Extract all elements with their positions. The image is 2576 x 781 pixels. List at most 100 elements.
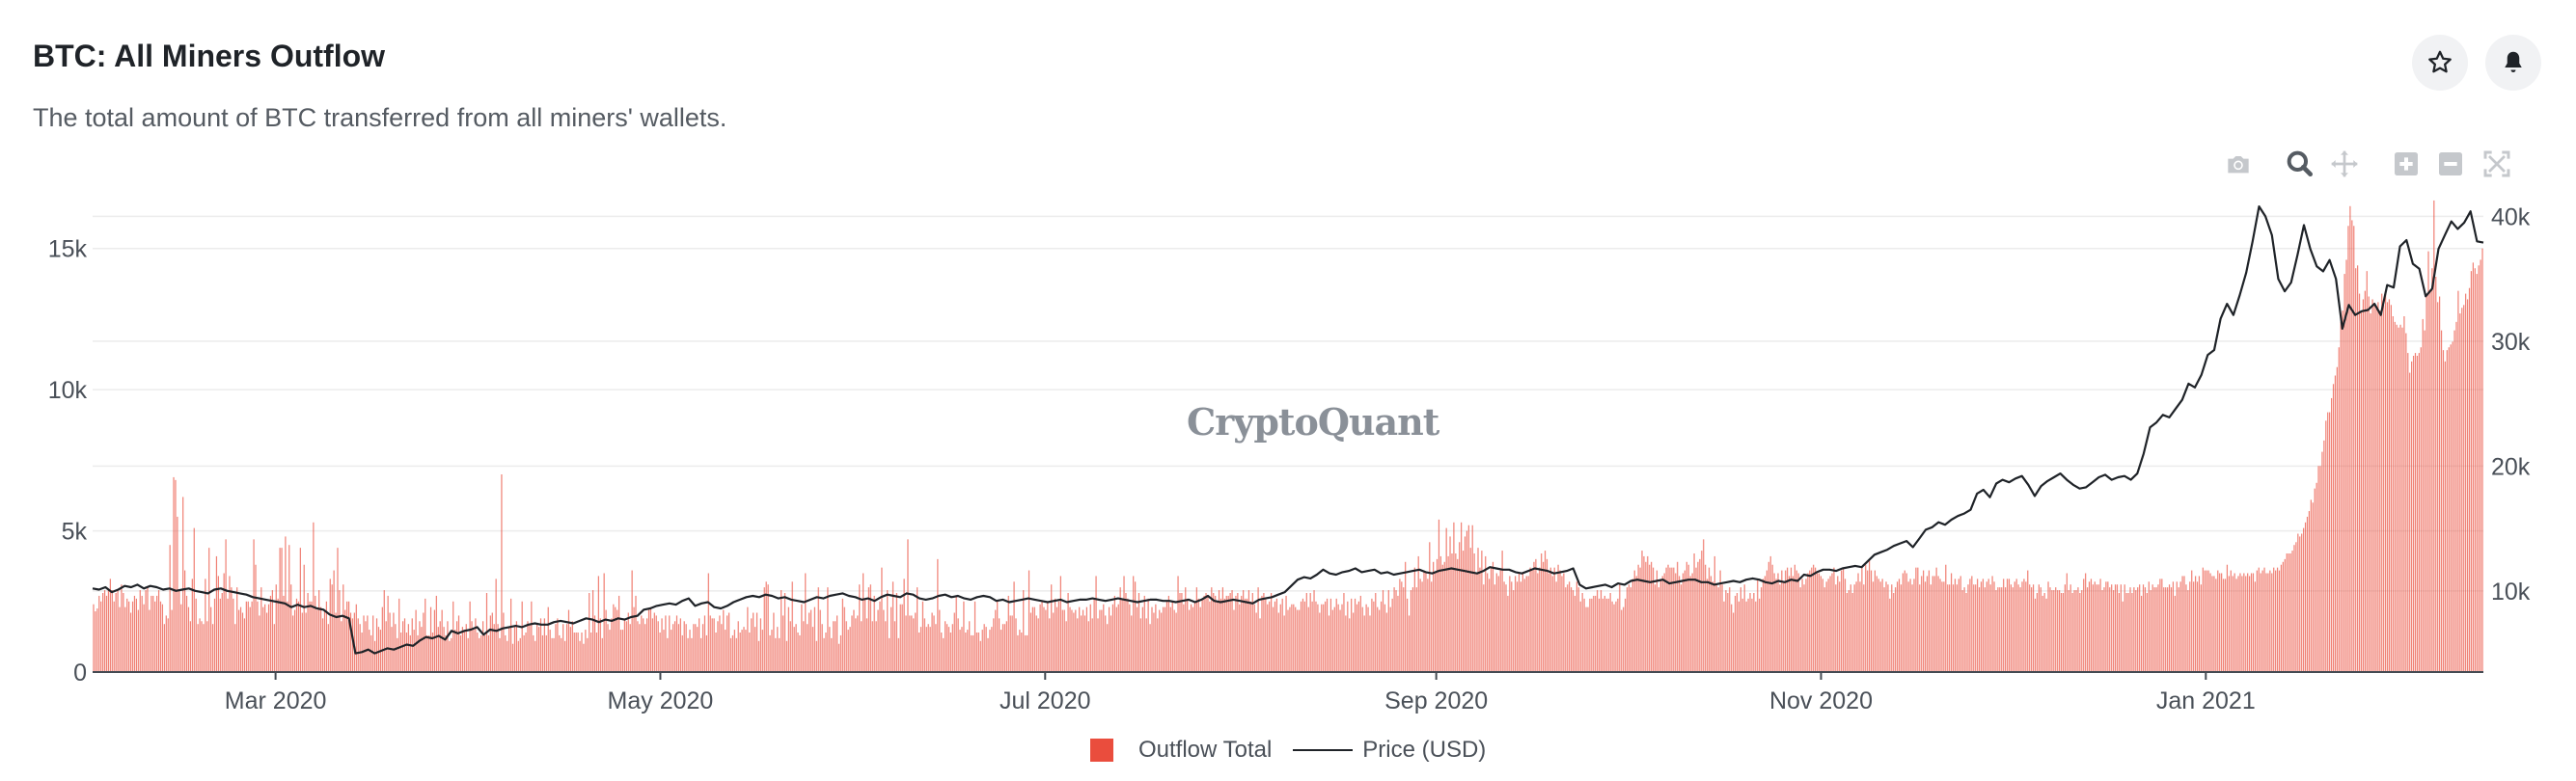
outflow-bar[interactable] — [965, 633, 967, 672]
outflow-bar[interactable] — [477, 633, 479, 672]
outflow-bar[interactable] — [1689, 576, 1691, 672]
outflow-bar[interactable] — [825, 633, 827, 672]
outflow-bar[interactable] — [1241, 595, 1243, 672]
outflow-bar[interactable] — [393, 612, 395, 673]
outflow-bar[interactable] — [785, 640, 788, 672]
outflow-bar[interactable] — [2140, 595, 2143, 672]
outflow-bar[interactable] — [1389, 606, 1391, 672]
outflow-bar[interactable] — [833, 621, 835, 672]
outflow-bar[interactable] — [2105, 581, 2107, 672]
outflow-bar[interactable] — [2347, 226, 2349, 673]
outflow-bar[interactable] — [2437, 302, 2439, 672]
outflow-bar[interactable] — [1869, 558, 1871, 672]
outflow-bar[interactable] — [1997, 587, 1999, 672]
outflow-bar[interactable] — [2043, 593, 2045, 672]
outflow-bar[interactable] — [1768, 561, 1769, 672]
outflow-bar[interactable] — [2019, 587, 2021, 672]
outflow-bar[interactable] — [210, 606, 212, 672]
outflow-bar[interactable] — [609, 630, 611, 672]
outflow-bar[interactable] — [2327, 412, 2329, 672]
outflow-bar[interactable] — [1928, 570, 1931, 672]
outflow-bar[interactable] — [1019, 630, 1021, 672]
outflow-bar[interactable] — [993, 618, 995, 672]
outflow-bar[interactable] — [1665, 567, 1667, 672]
outflow-bar[interactable] — [167, 618, 169, 672]
outflow-bar[interactable] — [441, 609, 443, 672]
outflow-bar[interactable] — [2219, 573, 2221, 673]
outflow-bar[interactable] — [1621, 609, 1623, 672]
outflow-bar[interactable] — [1628, 584, 1631, 672]
outflow-bar[interactable] — [773, 612, 775, 673]
outflow-bar[interactable] — [1673, 567, 1675, 672]
outflow-bar[interactable] — [2172, 581, 2175, 672]
outflow-bar[interactable] — [1775, 579, 1777, 672]
outflow-bar[interactable] — [1703, 539, 1705, 672]
outflow-bar[interactable] — [2151, 584, 2153, 672]
outflow-bar[interactable] — [2314, 488, 2316, 672]
outflow-bar[interactable] — [747, 606, 749, 672]
outflow-bar[interactable] — [318, 590, 320, 672]
outflow-bar[interactable] — [533, 634, 534, 672]
outflow-bar[interactable] — [1059, 576, 1061, 672]
outflow-bar[interactable] — [1071, 609, 1073, 672]
outflow-bar[interactable] — [1891, 584, 1893, 672]
outflow-bar[interactable] — [1652, 567, 1655, 672]
outflow-bar[interactable] — [347, 601, 350, 672]
outflow-bar[interactable] — [2366, 271, 2368, 672]
outflow-bar[interactable] — [1736, 593, 1739, 672]
outflow-bar[interactable] — [1403, 587, 1405, 672]
outflow-bar[interactable] — [2228, 576, 2230, 672]
outflow-bar[interactable] — [1801, 579, 1803, 672]
outflow-bar[interactable] — [607, 624, 609, 672]
outflow-bar[interactable] — [1067, 593, 1069, 672]
outflow-bar[interactable] — [445, 634, 447, 672]
outflow-bar[interactable] — [1157, 618, 1159, 672]
outflow-bar[interactable] — [623, 618, 626, 672]
outflow-bar[interactable] — [287, 601, 288, 672]
outflow-bar[interactable] — [717, 621, 719, 672]
outflow-bar[interactable] — [1153, 612, 1155, 673]
outflow-bar[interactable] — [405, 633, 408, 672]
outflow-bar[interactable] — [1669, 567, 1671, 672]
outflow-bar[interactable] — [808, 612, 810, 673]
outflow-bar[interactable] — [2040, 587, 2042, 672]
outflow-bar[interactable] — [2176, 581, 2178, 672]
outflow-bar[interactable] — [1325, 601, 1327, 672]
zoom-out-icon[interactable] — [2433, 147, 2468, 181]
outflow-bar[interactable] — [1559, 570, 1561, 672]
outflow-bar[interactable] — [1973, 584, 1975, 672]
outflow-bar[interactable] — [1009, 615, 1011, 672]
outflow-bar[interactable] — [1715, 584, 1717, 672]
outflow-bar[interactable] — [1013, 581, 1015, 672]
outflow-bar[interactable] — [1462, 551, 1465, 672]
outflow-bar[interactable] — [331, 584, 333, 672]
outflow-bar[interactable] — [1217, 601, 1219, 672]
outflow-bar[interactable] — [1185, 587, 1187, 672]
outflow-bar[interactable] — [923, 618, 925, 672]
outflow-bar[interactable] — [387, 595, 389, 672]
outflow-bar[interactable] — [1049, 618, 1051, 672]
outflow-bar[interactable] — [1313, 590, 1315, 672]
outflow-bar[interactable] — [236, 587, 238, 672]
outflow-bar[interactable] — [309, 601, 311, 672]
outflow-bar[interactable] — [685, 624, 687, 672]
outflow-bar[interactable] — [1799, 587, 1801, 672]
outflow-bar[interactable] — [2207, 570, 2209, 672]
outflow-bar[interactable] — [897, 637, 899, 672]
outflow-bar[interactable] — [1759, 598, 1761, 672]
outflow-bar[interactable] — [1408, 615, 1411, 672]
outflow-bar[interactable] — [480, 634, 482, 672]
outflow-bar[interactable] — [2386, 302, 2389, 672]
outflow-bar[interactable] — [2233, 573, 2235, 673]
outflow-bar[interactable] — [957, 618, 959, 672]
outflow-bar[interactable] — [426, 634, 428, 672]
outflow-bar[interactable] — [1952, 584, 1955, 672]
outflow-bar[interactable] — [1015, 618, 1017, 672]
outflow-bar[interactable] — [953, 612, 955, 673]
outflow-bar[interactable] — [1151, 606, 1153, 672]
outflow-bar[interactable] — [1956, 584, 1958, 672]
pan-icon[interactable] — [2327, 147, 2362, 181]
outflow-bar[interactable] — [672, 624, 674, 672]
outflow-bar[interactable] — [329, 579, 331, 672]
outflow-bar[interactable] — [647, 609, 650, 672]
